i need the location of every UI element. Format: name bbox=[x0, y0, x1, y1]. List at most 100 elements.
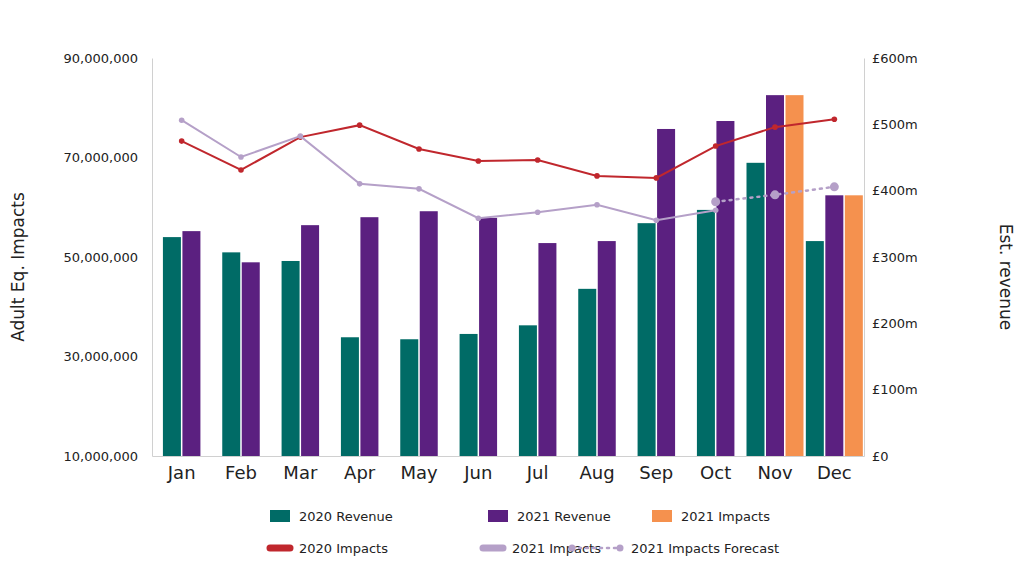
x-tick: Jul bbox=[526, 456, 549, 483]
legend-symbol bbox=[270, 510, 290, 522]
legend: 2020 Revenue2021 Revenue2021 Impacts2020… bbox=[270, 509, 779, 556]
x-tick: Mar bbox=[283, 456, 318, 483]
tick-label: Oct bbox=[700, 462, 731, 483]
marker bbox=[654, 175, 660, 181]
tick-label: 30,000,000 bbox=[64, 349, 138, 364]
y-tick: 70,000,000 bbox=[64, 150, 152, 165]
bar bbox=[578, 289, 596, 456]
marker bbox=[476, 158, 482, 164]
axis-line bbox=[152, 59, 153, 457]
tick-label: £400m bbox=[872, 183, 918, 198]
x-tick: Jun bbox=[463, 456, 492, 483]
chart-svg: 10,000,000 30,000,000 50,000,000 70,000,000… bbox=[0, 0, 1024, 576]
chart-container: 10,000,000 30,000,000 50,000,000 70,000,000… bbox=[0, 0, 1024, 576]
bar bbox=[806, 241, 824, 456]
marker bbox=[654, 217, 660, 223]
marker bbox=[772, 124, 778, 130]
x-tick: Apr bbox=[344, 456, 376, 483]
bar bbox=[341, 337, 359, 456]
bar bbox=[400, 339, 418, 456]
tick-label: 50,000,000 bbox=[64, 250, 138, 265]
y2-tick: £600m bbox=[864, 51, 918, 66]
bar bbox=[716, 121, 734, 456]
x-tick: Feb bbox=[225, 456, 257, 483]
y2-tick: £200m bbox=[864, 316, 918, 331]
bar bbox=[282, 261, 300, 456]
bar bbox=[222, 252, 240, 456]
tick-label: Aug bbox=[579, 462, 614, 483]
legend-symbol bbox=[572, 547, 620, 550]
tick-label: 90,000,000 bbox=[64, 51, 138, 66]
marker bbox=[771, 190, 780, 199]
legend-symbol bbox=[652, 510, 672, 522]
y-tick: 90,000,000 bbox=[64, 51, 152, 66]
x-tick: Nov bbox=[757, 456, 792, 483]
y-axis-title: Adult Eq. Impacts bbox=[8, 192, 28, 342]
y-tick: 10,000,000 bbox=[64, 449, 152, 464]
tick-label: 10,000,000 bbox=[64, 449, 138, 464]
legend-label: 2021 Impacts bbox=[681, 509, 770, 524]
legend-label: 2020 Impacts bbox=[299, 541, 388, 556]
tick-label: Dec bbox=[817, 462, 852, 483]
marker bbox=[713, 143, 719, 149]
bar bbox=[538, 243, 556, 456]
bar bbox=[360, 217, 378, 456]
legend-symbol bbox=[270, 545, 290, 552]
tick-label: Jan bbox=[167, 462, 196, 483]
legend-symbol bbox=[483, 545, 503, 552]
marker bbox=[238, 154, 244, 160]
x-tick: May bbox=[400, 456, 438, 483]
legend-item: 2021 Impacts bbox=[652, 509, 770, 524]
marker bbox=[711, 197, 720, 206]
bar bbox=[301, 225, 319, 456]
y2-tick: £0 bbox=[864, 449, 889, 464]
marker bbox=[357, 122, 363, 128]
legend-item: 2020 Impacts bbox=[270, 541, 388, 556]
x-tick: Aug bbox=[579, 456, 614, 483]
x-tick: Oct bbox=[700, 456, 731, 483]
tick-label: £500m bbox=[872, 117, 918, 132]
y2-axis: £0 £100m £200m £300m £400m £500m £600m bbox=[864, 51, 918, 464]
bar bbox=[697, 210, 715, 456]
bar bbox=[242, 262, 260, 456]
y-tick: 30,000,000 bbox=[64, 349, 152, 364]
legend-label: 2021 Revenue bbox=[517, 509, 611, 524]
marker bbox=[179, 117, 185, 123]
tick-label: May bbox=[400, 462, 438, 483]
y2-tick: £400m bbox=[864, 183, 918, 198]
tick-label: Feb bbox=[225, 462, 257, 483]
legend-label: 2021 Impacts Forecast bbox=[631, 541, 779, 556]
y2-tick: £300m bbox=[864, 250, 918, 265]
legend-symbol bbox=[617, 545, 624, 552]
bar bbox=[420, 211, 438, 456]
marker bbox=[416, 186, 422, 192]
bar bbox=[479, 218, 497, 456]
bar bbox=[747, 163, 765, 456]
y-tick: 50,000,000 bbox=[64, 250, 152, 265]
lines bbox=[179, 116, 839, 223]
bar bbox=[519, 325, 537, 456]
bar bbox=[638, 223, 656, 456]
x-tick: Dec bbox=[817, 456, 852, 483]
tick-label: Sep bbox=[639, 462, 673, 483]
bar bbox=[657, 129, 675, 456]
marker bbox=[832, 116, 838, 122]
tick-label: £600m bbox=[872, 51, 918, 66]
line bbox=[182, 120, 716, 220]
tick-label: 70,000,000 bbox=[64, 150, 138, 165]
legend-item: 2021 Revenue bbox=[488, 509, 611, 524]
tick-label: £0 bbox=[872, 449, 889, 464]
marker bbox=[357, 181, 363, 187]
tick-label: Jun bbox=[463, 462, 492, 483]
x-tick: Sep bbox=[639, 456, 673, 483]
x-tick: Jan bbox=[167, 456, 196, 483]
marker bbox=[298, 133, 304, 139]
tick-label: £100m bbox=[872, 382, 918, 397]
y-axis: 10,000,000 30,000,000 50,000,000 70,000,000… bbox=[64, 51, 153, 464]
bars bbox=[163, 95, 863, 456]
y2-tick: £100m bbox=[864, 382, 918, 397]
legend-item: 2021 Impacts Forecast bbox=[569, 541, 780, 556]
bar bbox=[786, 95, 804, 456]
marker bbox=[830, 182, 839, 191]
y2-tick: £500m bbox=[864, 117, 918, 132]
